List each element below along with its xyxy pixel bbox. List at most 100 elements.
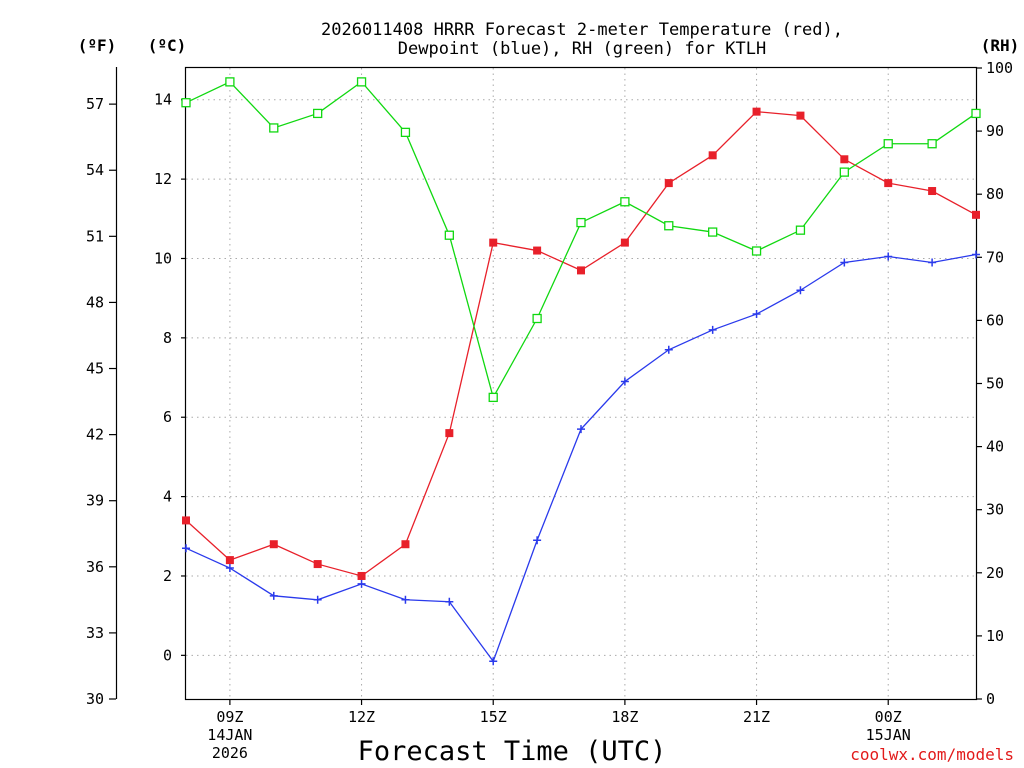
temperature-point [620, 238, 629, 247]
dewpoint-point [313, 595, 322, 604]
rh-point [664, 221, 674, 231]
dewpoint-point [840, 258, 849, 267]
dewpoint-point [225, 564, 234, 573]
chart-title-line-1: 2026011408 HRRR Forecast 2-meter Tempera… [321, 20, 843, 40]
dewpoint-point [182, 544, 190, 553]
x-tick-label: 09Z [216, 708, 243, 726]
temperature-point [928, 187, 937, 196]
rh-tick-label: 60 [986, 311, 1004, 329]
dewpoint-point [533, 536, 542, 545]
dewpoint-point [972, 250, 980, 259]
temperature-point [577, 266, 585, 275]
temperature-point [357, 571, 366, 580]
rh-point [971, 108, 981, 119]
celsius-tick-label: 10 [154, 249, 172, 267]
rh-point [795, 225, 806, 235]
fahrenheit-tick-label: 48 [86, 293, 104, 311]
rh-point [313, 108, 323, 119]
temperature-point [445, 429, 454, 438]
x-tick-label: 2026 [212, 744, 248, 762]
temperature-point [972, 210, 980, 219]
temperature-point [489, 238, 498, 247]
x-tick-label: 00Z [875, 708, 902, 726]
temperature-point [533, 246, 542, 255]
x-tick-label: 15Z [480, 708, 507, 726]
fahrenheit-tick-label: 39 [86, 492, 104, 510]
rh-point [620, 197, 630, 207]
x-tick-label: 15JAN [866, 726, 911, 744]
x-tick-label: 12Z [348, 708, 375, 726]
dewpoint-point [928, 258, 937, 267]
fahrenheit-tick-label: 42 [86, 426, 104, 444]
temperature-point [182, 516, 190, 525]
celsius-tick-label: 14 [154, 91, 172, 109]
rh-point [532, 313, 542, 324]
rh-tick-label: 30 [986, 501, 1004, 519]
data-series [181, 77, 981, 666]
dewpoint-point [357, 579, 366, 588]
temperature-line [185, 110, 977, 577]
chart-title-line-2: Dewpoint (blue), RH (green) for KTLH [398, 39, 766, 59]
dewpoint-point [489, 657, 498, 666]
rh-point [927, 139, 937, 149]
rh-point [269, 123, 279, 133]
dewpoint-point [664, 345, 673, 354]
temperature-point [708, 151, 717, 160]
fahrenheit-unit-label: (ºF) [78, 36, 117, 55]
rh-tick-label: 10 [986, 627, 1004, 645]
plot-frame [184, 66, 978, 701]
rh-point [708, 227, 718, 237]
dewpoint-point [796, 286, 805, 295]
rh-point [356, 77, 367, 87]
celsius-tick-label: 0 [163, 646, 172, 664]
temperature-point [225, 556, 234, 565]
x-tick-label: 14JAN [207, 726, 252, 744]
rh-tick-label: 20 [986, 564, 1004, 582]
x-tick-label: 18Z [611, 708, 638, 726]
temperature-point [269, 540, 278, 549]
x-tick-label: 21Z [743, 708, 770, 726]
rh-tick-label: 90 [986, 122, 1004, 140]
x-axis-title: Forecast Time (UTC) [358, 736, 667, 767]
dewpoint-point [620, 377, 629, 386]
temperature-point [664, 179, 673, 188]
temperature-point [313, 560, 322, 569]
celsius-tick-label: 12 [154, 170, 172, 188]
rh-tick-label: 40 [986, 438, 1004, 456]
dewpoint-point [445, 597, 454, 606]
rh-tick-label: 0 [986, 690, 995, 708]
celsius-tick-label: 8 [163, 329, 172, 347]
fahrenheit-tick-label: 57 [86, 95, 104, 113]
grid [186, 68, 976, 699]
rh-point [751, 246, 762, 256]
dewpoint-point [269, 591, 278, 600]
temperature-point [840, 155, 849, 164]
rh-point [225, 77, 235, 87]
rh-tick-label: 70 [986, 248, 1004, 266]
celsius-tick-label: 4 [163, 488, 172, 506]
rh-point [444, 230, 454, 240]
dewpoint-point [577, 425, 585, 434]
dewpoint-series [182, 250, 980, 666]
fahrenheit-tick-label: 45 [86, 360, 104, 378]
temperature-series [182, 107, 980, 580]
temperature-point [884, 179, 893, 188]
rh-tick-label: 100 [986, 59, 1013, 77]
temperature-point [752, 107, 761, 116]
fahrenheit-tick-label: 36 [86, 558, 104, 576]
celsius-tick-label: 2 [163, 567, 172, 585]
dewpoint-point [708, 325, 717, 334]
rh-point [181, 98, 191, 108]
rh-unit-label: (RH) [981, 36, 1020, 55]
celsius-unit-label: (ºC) [148, 36, 187, 55]
fahrenheit-tick-label: 30 [86, 690, 104, 708]
celsius-tick-label: 6 [163, 408, 172, 426]
rh-tick-label: 80 [986, 185, 1004, 203]
dewpoint-line [185, 253, 977, 663]
temperature-point [796, 111, 805, 120]
fahrenheit-tick-label: 51 [86, 227, 104, 245]
rh-tick-label: 50 [986, 375, 1004, 393]
rh-series [181, 77, 981, 403]
